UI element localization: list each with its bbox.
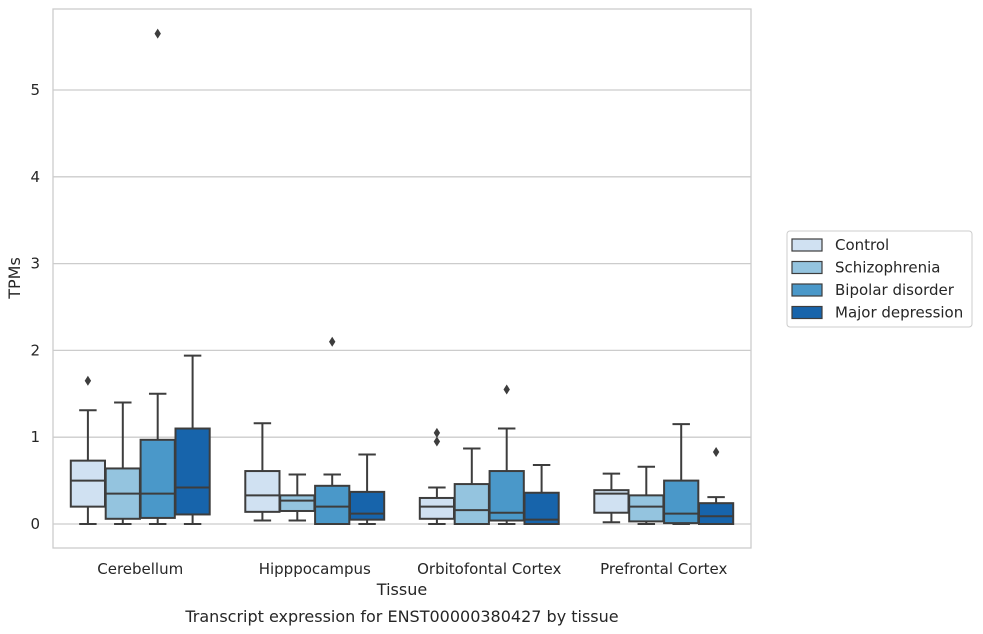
x-tick-label: Prefrontal Cortex [600, 560, 727, 578]
x-tick-labels: Cerebellum Hipppocampus Orbitofontal Corte… [97, 560, 727, 578]
legend-entry: Bipolar disorder [835, 281, 955, 299]
y-tick-label: 0 [30, 515, 40, 533]
y-tick-label: 3 [30, 255, 40, 273]
iqr-box [348, 490, 386, 521]
box-0-1 [104, 401, 141, 525]
iqr-box [69, 459, 107, 508]
iqr-box [174, 427, 211, 516]
box-1-1 [279, 473, 316, 522]
x-tick-label: Cerebellum [97, 560, 183, 578]
y-tick-label: 5 [30, 81, 40, 99]
legend: Control Schizophrenia Bipolar disorder Majo… [786, 230, 973, 328]
outlier-point [84, 375, 92, 386]
iqr-box [453, 483, 490, 525]
iqr-box [697, 502, 735, 525]
chart-caption: Transcript expression for ENST0000038042… [184, 607, 618, 626]
box-3-3 [697, 446, 735, 525]
legend-frame [786, 230, 973, 328]
box-0-0 [69, 375, 107, 525]
box-2-2 [488, 384, 525, 525]
box-2-0 [418, 427, 456, 525]
box-2-1 [453, 447, 490, 525]
y-tick-labels: 0 1 2 3 4 5 [30, 81, 40, 533]
y-tick-label: 4 [30, 168, 40, 186]
legend-swatch [791, 238, 823, 252]
x-axis-title: Tissue [376, 580, 427, 599]
iqr-box [314, 484, 351, 526]
y-tick-label: 1 [30, 428, 40, 446]
outlier-point [712, 446, 720, 457]
box-0-3 [174, 354, 211, 525]
legend-entry: Major depression [835, 304, 963, 322]
legend-swatch [791, 283, 823, 297]
legend-swatch [791, 305, 823, 320]
legend-entry: Schizophrenia [835, 259, 940, 277]
outlier-point [154, 28, 161, 39]
box-1-2 [314, 336, 351, 526]
outlier-point [503, 384, 510, 395]
box-1-0 [244, 422, 281, 522]
iqr-box [139, 438, 176, 519]
box-3-0 [593, 472, 630, 524]
iqr-box [628, 494, 665, 523]
x-tick-label: Hipppocampus [259, 560, 371, 578]
legend-swatch [791, 260, 823, 275]
y-axis-title: TPMs [5, 257, 24, 300]
outlier-point [433, 436, 441, 447]
box-marks [69, 28, 735, 526]
box-3-1 [628, 465, 665, 525]
plot-frame [52, 8, 752, 549]
legend-entry: Control [835, 236, 889, 254]
box-0-2 [139, 28, 176, 525]
iqr-box [244, 470, 281, 513]
box-2-3 [523, 463, 560, 526]
box-3-2 [663, 423, 700, 525]
iqr-box [279, 494, 316, 512]
box-1-3 [348, 453, 386, 525]
iqr-box [663, 479, 700, 525]
x-tick-label: Orbitofontal Cortex [417, 560, 561, 578]
iqr-box [418, 496, 456, 520]
gridlines [53, 89, 751, 525]
y-tick-label: 2 [30, 341, 40, 359]
outlier-point [329, 336, 336, 347]
outlier-point [433, 427, 441, 438]
